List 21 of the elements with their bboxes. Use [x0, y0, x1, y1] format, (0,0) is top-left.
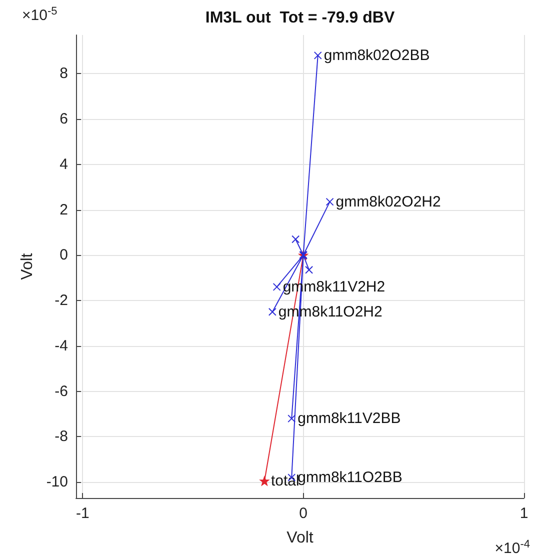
series-label: total [270, 472, 300, 490]
y-tick-label: 0 [60, 246, 68, 264]
series-label: gmm8k02O2BB [324, 46, 430, 64]
y-tick-label: -8 [54, 428, 68, 446]
y-tick-label: 4 [60, 156, 68, 173]
y-tick-label: -2 [54, 292, 68, 310]
y-axis-title: Volt [18, 252, 36, 280]
y-tick-label: 8 [60, 65, 68, 82]
x-axis-title: Volt [286, 530, 314, 546]
y-tick-label: 2 [60, 201, 68, 218]
series-label: gmm8k02O2H2 [336, 193, 441, 210]
x-tick-label: 1 [520, 505, 528, 522]
y-tick-label: -10 [46, 474, 68, 491]
y-tick-label: 6 [60, 110, 68, 128]
x-tick-label: 0 [299, 505, 308, 522]
x-tick-label: -1 [76, 505, 90, 522]
chart-title: IM3L out Tot = -79.9 dBV [205, 10, 395, 26]
series-label: gmm8k11V2BB [298, 410, 401, 428]
y-tick-label: -6 [54, 382, 68, 400]
series-label: gmm8k11O2BB [298, 469, 402, 486]
y-tick-label: -4 [54, 337, 68, 354]
